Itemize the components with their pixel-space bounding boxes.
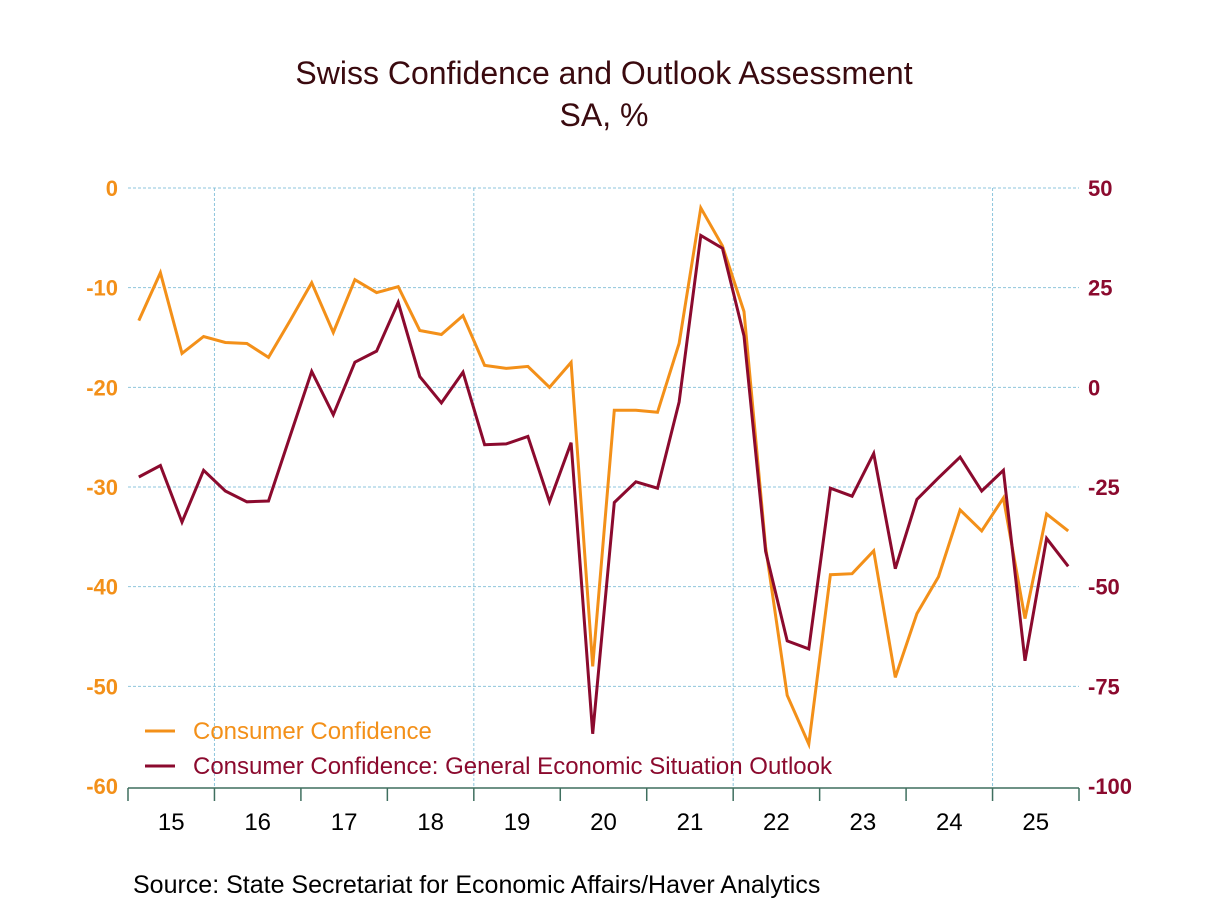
left-tick-label: -30 <box>86 475 118 500</box>
right-tick-label: -75 <box>1088 674 1120 699</box>
right-axis: 50 25 0 -25 -50 -75 -100 <box>1088 176 1132 799</box>
x-tick-label: 18 <box>417 809 444 836</box>
x-axis: 15 16 17 18 19 20 21 22 23 24 25 <box>127 787 1080 836</box>
x-tick-label: 22 <box>763 809 790 836</box>
left-axis: 0 -10 -20 -30 -40 -50 -60 <box>86 176 118 799</box>
source-note: Source: State Secretariat for Economic A… <box>133 871 820 899</box>
x-tick-label: 23 <box>850 809 877 836</box>
left-tick-label: -40 <box>86 575 118 600</box>
legend: Consumer Confidence Consumer Confidence:… <box>145 718 833 780</box>
left-tick-label: -50 <box>86 674 118 699</box>
series-line-economic-outlook <box>138 232 1070 734</box>
x-tick-label: 19 <box>504 809 531 836</box>
x-tick-label: 25 <box>1022 809 1049 836</box>
right-tick-label: -100 <box>1088 774 1132 799</box>
x-tick-label: 20 <box>590 809 617 836</box>
left-tick-label: -10 <box>86 276 118 301</box>
right-tick-label: 50 <box>1088 176 1112 201</box>
legend-label-outlook: Consumer Confidence: General Economic Si… <box>193 753 833 780</box>
right-tick-label: 0 <box>1088 375 1100 400</box>
legend-label-consumer-confidence: Consumer Confidence <box>193 718 432 745</box>
x-tick-label: 15 <box>158 809 185 836</box>
x-tick-label: 24 <box>936 809 963 836</box>
left-tick-label: -60 <box>86 774 118 799</box>
chart-title: Swiss Confidence and Outlook Assessment <box>295 55 912 91</box>
x-tick-label: 17 <box>331 809 358 836</box>
chart-subtitle: SA, % <box>560 97 649 133</box>
grid <box>128 187 1079 786</box>
right-tick-label: 25 <box>1088 276 1112 301</box>
x-tick-label: 21 <box>677 809 704 836</box>
series-lines <box>137 203 1070 750</box>
right-tick-label: -50 <box>1088 575 1120 600</box>
right-tick-label: -25 <box>1088 475 1120 500</box>
left-tick-label: 0 <box>106 176 118 201</box>
left-tick-label: -20 <box>86 375 118 400</box>
x-tick-label: 16 <box>244 809 271 836</box>
series-line-consumer-confidence <box>137 203 1070 750</box>
